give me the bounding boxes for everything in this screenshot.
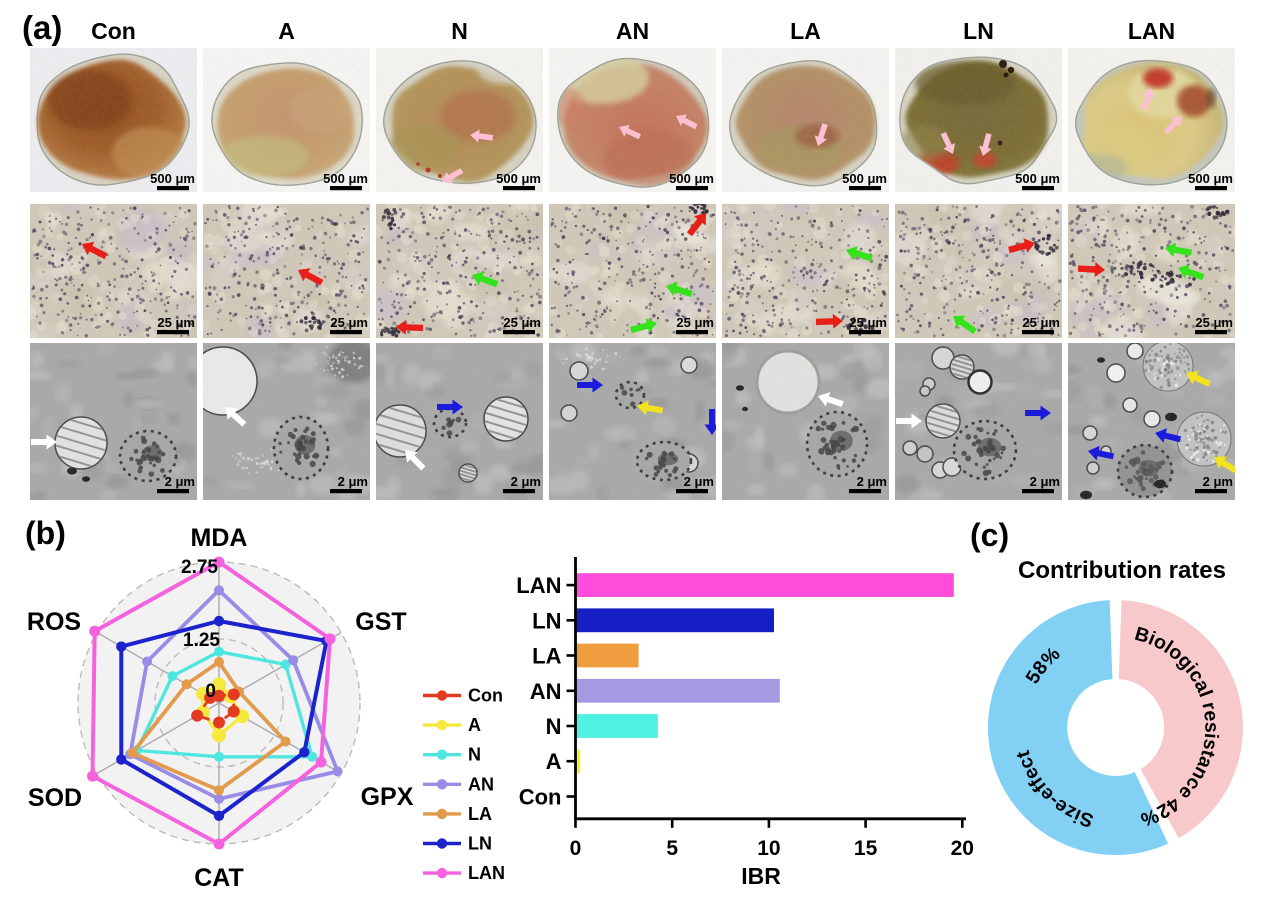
svg-text:0: 0 bbox=[205, 681, 216, 702]
svg-text:A: A bbox=[546, 749, 562, 774]
svg-text:LA: LA bbox=[532, 644, 561, 669]
svg-text:500 μm: 500 μm bbox=[669, 171, 714, 186]
svg-text:500 μm: 500 μm bbox=[496, 171, 541, 186]
svg-text:Con: Con bbox=[519, 785, 562, 810]
svg-text:25 μm: 25 μm bbox=[330, 315, 368, 330]
svg-text:LA: LA bbox=[468, 804, 492, 824]
svg-text:25 μm: 25 μm bbox=[157, 315, 195, 330]
svg-text:5: 5 bbox=[666, 837, 678, 860]
svg-text:LAN: LAN bbox=[468, 863, 505, 883]
svg-text:IBR: IBR bbox=[741, 863, 781, 889]
svg-text:2 μm: 2 μm bbox=[1030, 474, 1060, 489]
svg-text:Con: Con bbox=[468, 686, 503, 706]
svg-text:2 μm: 2 μm bbox=[165, 474, 195, 489]
svg-text:MDA: MDA bbox=[191, 524, 248, 552]
svg-text:1.25: 1.25 bbox=[183, 630, 220, 651]
svg-text:LAN: LAN bbox=[516, 573, 561, 598]
svg-text:2 μm: 2 μm bbox=[857, 474, 887, 489]
svg-text:2 μm: 2 μm bbox=[1203, 474, 1233, 489]
svg-text:25 μm: 25 μm bbox=[1195, 315, 1233, 330]
svg-text:GST: GST bbox=[355, 608, 406, 636]
svg-text:25 μm: 25 μm bbox=[676, 315, 714, 330]
svg-text:25 μm: 25 μm bbox=[1022, 315, 1060, 330]
svg-text:2 μm: 2 μm bbox=[511, 474, 541, 489]
svg-text:A: A bbox=[468, 715, 481, 735]
svg-text:2.75: 2.75 bbox=[181, 557, 218, 578]
svg-text:500 μm: 500 μm bbox=[1015, 171, 1060, 186]
svg-text:500 μm: 500 μm bbox=[150, 171, 195, 186]
svg-text:0: 0 bbox=[570, 837, 582, 860]
svg-text:500 μm: 500 μm bbox=[1188, 171, 1233, 186]
svg-text:15: 15 bbox=[854, 837, 878, 860]
svg-text:10: 10 bbox=[757, 837, 780, 860]
svg-text:20: 20 bbox=[951, 837, 974, 860]
svg-text:LN: LN bbox=[532, 608, 561, 633]
svg-text:SOD: SOD bbox=[28, 784, 82, 812]
svg-text:2 μm: 2 μm bbox=[338, 474, 368, 489]
svg-text:CAT: CAT bbox=[194, 864, 244, 892]
svg-text:25 μm: 25 μm bbox=[849, 315, 887, 330]
svg-text:2 μm: 2 μm bbox=[684, 474, 714, 489]
svg-text:25 μm: 25 μm bbox=[503, 315, 541, 330]
svg-text:500 μm: 500 μm bbox=[842, 171, 887, 186]
svg-text:LN: LN bbox=[468, 834, 492, 854]
svg-text:AN: AN bbox=[468, 774, 494, 794]
svg-text:Contribution rates: Contribution rates bbox=[1018, 557, 1226, 584]
svg-text:ROS: ROS bbox=[27, 608, 81, 636]
svg-text:GPX: GPX bbox=[361, 783, 414, 811]
svg-text:N: N bbox=[546, 714, 562, 739]
svg-text:500 μm: 500 μm bbox=[323, 171, 368, 186]
svg-text:N: N bbox=[468, 745, 481, 765]
svg-text:AN: AN bbox=[530, 679, 562, 704]
